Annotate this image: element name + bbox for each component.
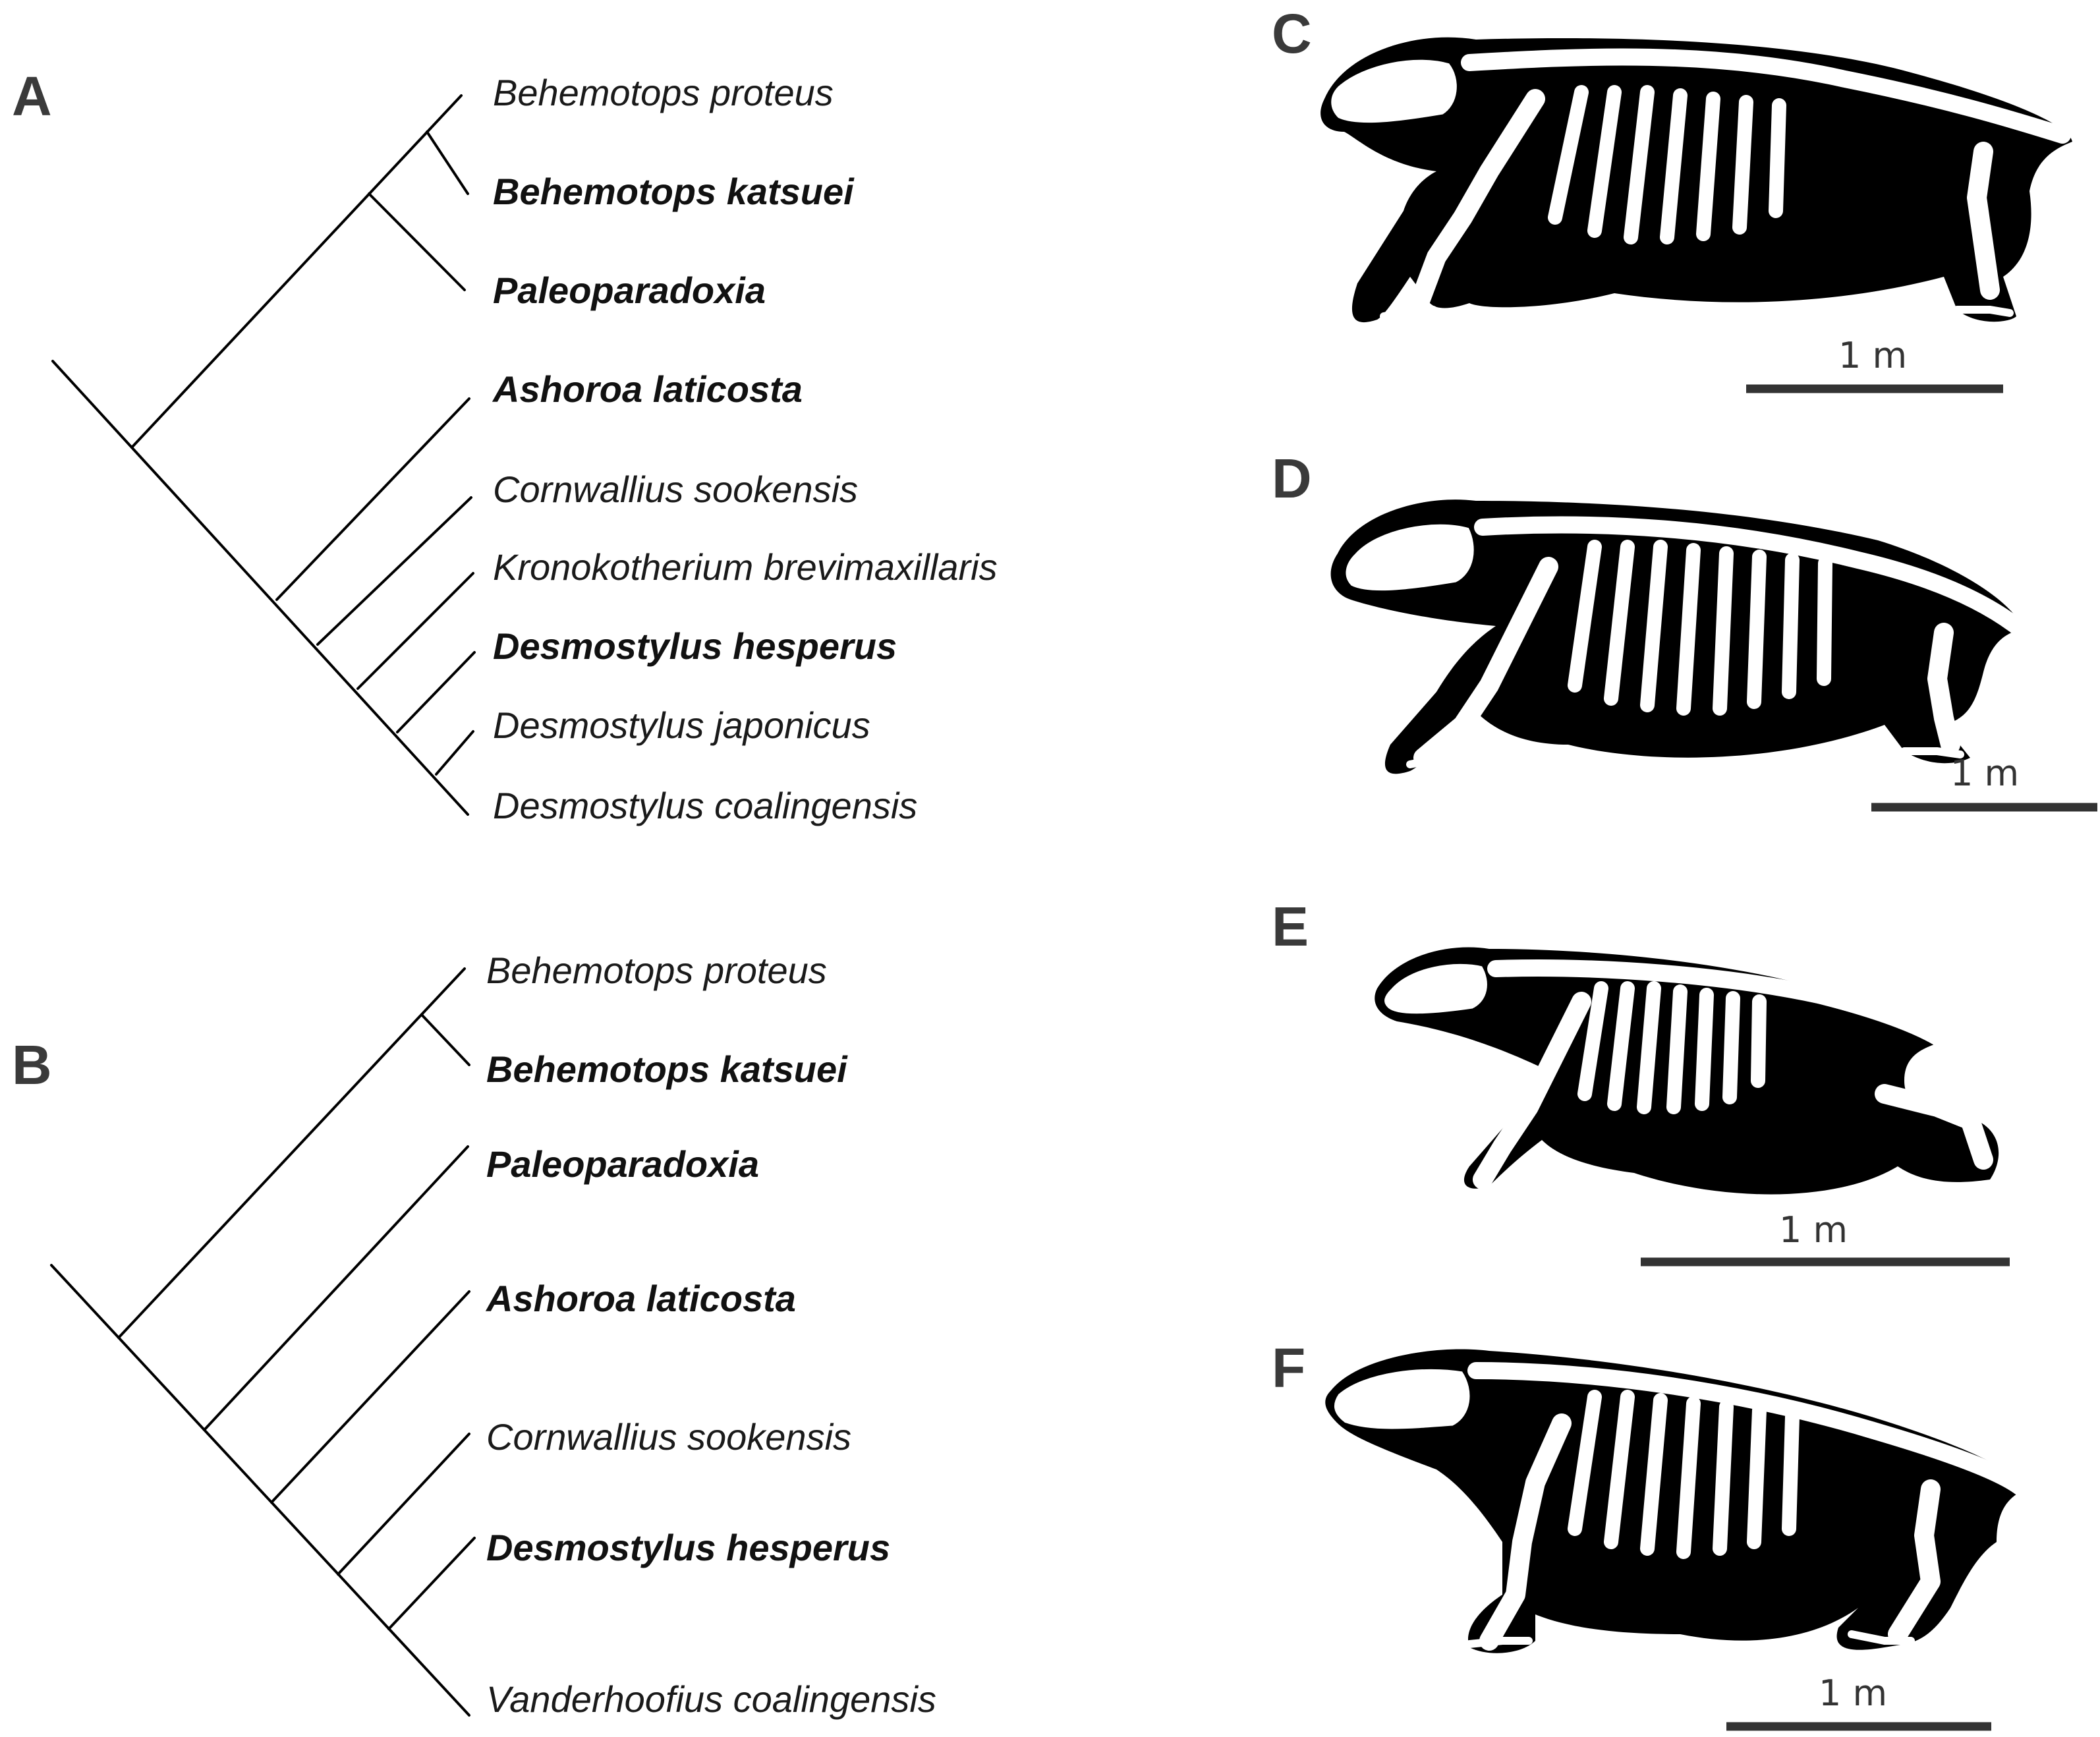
branch [51,360,469,816]
taxon-label: Behemotops katsuei [493,171,855,212]
branch [50,1264,470,1717]
branch [117,967,466,1339]
branch [270,1290,470,1504]
branch [426,130,469,195]
taxon-label: Ashoroa laticosta [485,1278,796,1319]
branch [368,192,466,291]
branch [337,1433,470,1576]
panel-label-d: D [1272,447,1312,509]
taxon-label: Kronokotherium brevimaxillaris [493,546,998,588]
taxon-label: Cornwallius sookensis [493,469,858,510]
panel-c: C 1 m [1272,3,2072,393]
scale-label-f: 1 m [1819,1672,1887,1714]
branch [396,651,476,733]
taxon-label: Desmostylus hesperus [493,625,897,667]
taxon-label: Paleoparadoxia [486,1143,759,1185]
taxon-label: Behemotops proteus [493,72,834,113]
skeletal-reconstruction-e [1375,947,1999,1195]
branch [356,572,474,690]
panel-label-e: E [1272,896,1309,957]
taxon-label: Paleoparadoxia [493,270,766,311]
taxon-label: Desmostylus hesperus [486,1527,890,1568]
skeletal-reconstruction-c [1320,37,2072,323]
taxon-label: Cornwallius sookensis [486,1416,851,1458]
skeletal-reconstruction-f [1325,1349,2031,1653]
branch [316,496,472,646]
scale-label-d: 1 m [1950,753,2019,794]
panel-label-b: B [12,1034,52,1096]
panel-a: A Behemotops proteus Behemotops katsuei … [12,65,998,826]
branch [420,1013,470,1066]
branch [203,1145,469,1431]
taxon-label: Vanderhoofius coalingensis [486,1678,936,1720]
cladogram-a-branches [51,94,476,816]
taxon-label: Desmostylus coalingensis [493,785,917,826]
taxon-label: Behemotops katsuei [486,1048,848,1090]
scale-label-c: 1 m [1838,335,1907,376]
cladogram-b-branches [50,967,476,1717]
panel-d: D 1 m [1272,447,2097,812]
panel-f: F 1 m [1272,1337,2031,1731]
panel-e: E 1 m [1272,896,2010,1267]
skeletal-reconstruction-d [1330,499,2025,774]
branch [387,1537,476,1630]
taxon-label: Behemotops proteus [486,950,827,991]
panel-label-a: A [12,65,52,127]
panel-label-c: C [1272,3,1312,65]
panel-b: B Behemotops proteus Behemotops katsuei … [12,950,936,1720]
branch [275,397,470,601]
panel-label-f: F [1272,1337,1305,1399]
branch [435,730,474,776]
branch [130,94,463,449]
taxon-label: Ashoroa laticosta [492,368,803,410]
taxon-label: Desmostylus japonicus [493,704,870,746]
scale-label-e: 1 m [1779,1209,1848,1251]
